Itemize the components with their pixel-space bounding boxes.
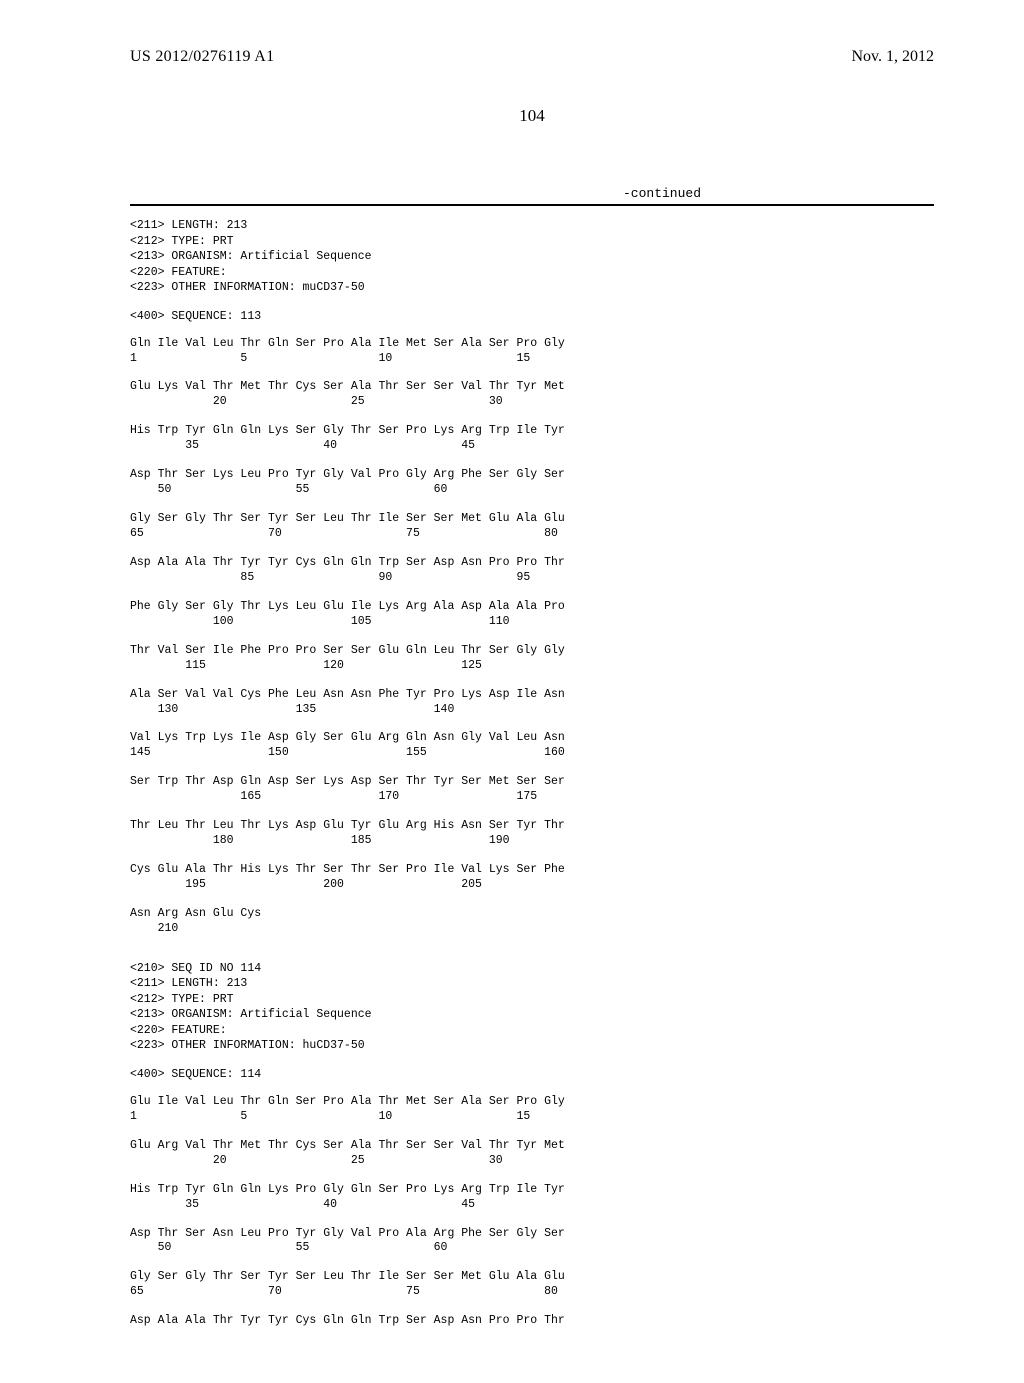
publication-number: US 2012/0276119 A1 [130, 48, 274, 66]
sequence-113-line: Thr Leu Thr Leu Thr Lys Asp Glu Tyr Glu … [130, 819, 934, 849]
publication-date: Nov. 1, 2012 [851, 48, 934, 66]
sequence-113-line: Ala Ser Val Val Cys Phe Leu Asn Asn Phe … [130, 688, 934, 718]
sequence-113-line: Phe Gly Ser Gly Thr Lys Leu Glu Ile Lys … [130, 600, 934, 630]
spacer [130, 951, 934, 961]
sequence-114-line: Gly Ser Gly Thr Ser Tyr Ser Leu Thr Ile … [130, 1270, 934, 1300]
sequence-114-line: Asp Thr Ser Asn Leu Pro Tyr Gly Val Pro … [130, 1227, 934, 1257]
sequence-113-line: Cys Glu Ala Thr His Lys Thr Ser Thr Ser … [130, 863, 934, 893]
sequence-114-line: Glu Arg Val Thr Met Thr Cys Ser Ala Thr … [130, 1139, 934, 1169]
sequence-113-line: Thr Val Ser Ile Phe Pro Pro Ser Ser Glu … [130, 644, 934, 674]
sequence-113-line: Glu Lys Val Thr Met Thr Cys Ser Ala Thr … [130, 380, 934, 410]
page-header: US 2012/0276119 A1 Nov. 1, 2012 [130, 48, 934, 66]
sequence-114-line: Glu Ile Val Leu Thr Gln Ser Pro Ala Thr … [130, 1095, 934, 1125]
page: US 2012/0276119 A1 Nov. 1, 2012 104 -con… [0, 0, 1024, 1383]
sequence-113-line: Val Lys Trp Lys Ile Asp Gly Ser Glu Arg … [130, 731, 934, 761]
sequence-114-line: Asp Ala Ala Thr Tyr Tyr Cys Gln Gln Trp … [130, 1314, 934, 1329]
sequence-114-meta: <210> SEQ ID NO 114 <211> LENGTH: 213 <2… [130, 961, 934, 1054]
sequence-114-line: His Trp Tyr Gln Gln Lys Pro Gly Gln Ser … [130, 1183, 934, 1213]
sequence-113-line: Gln Ile Val Leu Thr Gln Ser Pro Ala Ile … [130, 337, 934, 367]
continued-label: -continued [130, 186, 934, 201]
sequence-113-line: His Trp Tyr Gln Gln Lys Ser Gly Thr Ser … [130, 424, 934, 454]
sequence-113-line: Asp Thr Ser Lys Leu Pro Tyr Gly Val Pro … [130, 468, 934, 498]
sequence-114-title: <400> SEQUENCE: 114 [130, 1068, 934, 1081]
sequence-113-title: <400> SEQUENCE: 113 [130, 310, 934, 323]
sequence-113-line: Ser Trp Thr Asp Gln Asp Ser Lys Asp Ser … [130, 775, 934, 805]
horizontal-rule [130, 204, 934, 206]
sequence-113-line: Asp Ala Ala Thr Tyr Tyr Cys Gln Gln Trp … [130, 556, 934, 586]
page-number: 104 [130, 106, 934, 126]
sequence-113-meta: <211> LENGTH: 213 <212> TYPE: PRT <213> … [130, 218, 934, 296]
sequence-113-line: Gly Ser Gly Thr Ser Tyr Ser Leu Thr Ile … [130, 512, 934, 542]
sequence-113-line: Asn Arg Asn Glu Cys 210 [130, 907, 934, 937]
